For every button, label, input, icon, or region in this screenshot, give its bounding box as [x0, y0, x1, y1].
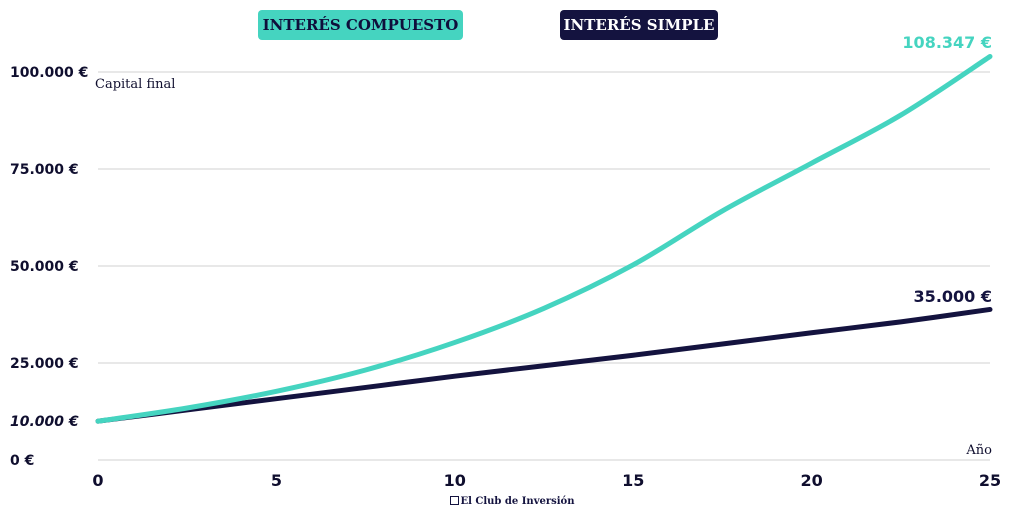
- gridlines: [98, 71, 990, 461]
- chart-labels: 0 € 25.000 € 50.000 € 75.000 € 100.000 € 10.0…: [10, 33, 1001, 490]
- brand-logo-icon: [449, 496, 459, 505]
- x-axis-title: Año: [965, 443, 992, 458]
- y-axis-title: Capital final: [95, 77, 175, 92]
- compound-end-label: 108.347 €: [902, 33, 992, 52]
- footer-brand-text: El Club de Inversión: [460, 496, 575, 507]
- simple-end-label: 35.000 €: [914, 287, 992, 306]
- footer-brand: El Club de Inversión: [0, 496, 1024, 507]
- y-tick-label: 100.000 €: [10, 65, 88, 81]
- x-tick-label: 15: [622, 471, 644, 490]
- x-tick-label: 0: [92, 471, 103, 490]
- series-lines: [95, 53, 993, 424]
- legend-compound-label: INTERÉS COMPUESTO: [262, 16, 459, 34]
- legend-simple-badge: INTERÉS SIMPLE: [560, 10, 718, 40]
- legend-simple-label: INTERÉS SIMPLE: [563, 16, 715, 34]
- compound-interest-line: [95, 53, 993, 424]
- y-tick-label: 50.000 €: [10, 259, 79, 275]
- legend-compound-badge: INTERÉS COMPUESTO: [258, 10, 463, 40]
- y-tick-label: 75.000 €: [10, 162, 79, 178]
- x-tick-label: 10: [444, 471, 466, 490]
- y-tick-label: 0 €: [10, 453, 34, 469]
- y-tick-label: 25.000 €: [10, 356, 79, 372]
- y-tick-label-start: 10.000 €: [10, 414, 79, 430]
- x-tick-label: 5: [271, 471, 282, 490]
- simple-interest-line: [95, 306, 993, 424]
- x-tick-label: 20: [800, 471, 822, 490]
- x-tick-label: 25: [979, 471, 1001, 490]
